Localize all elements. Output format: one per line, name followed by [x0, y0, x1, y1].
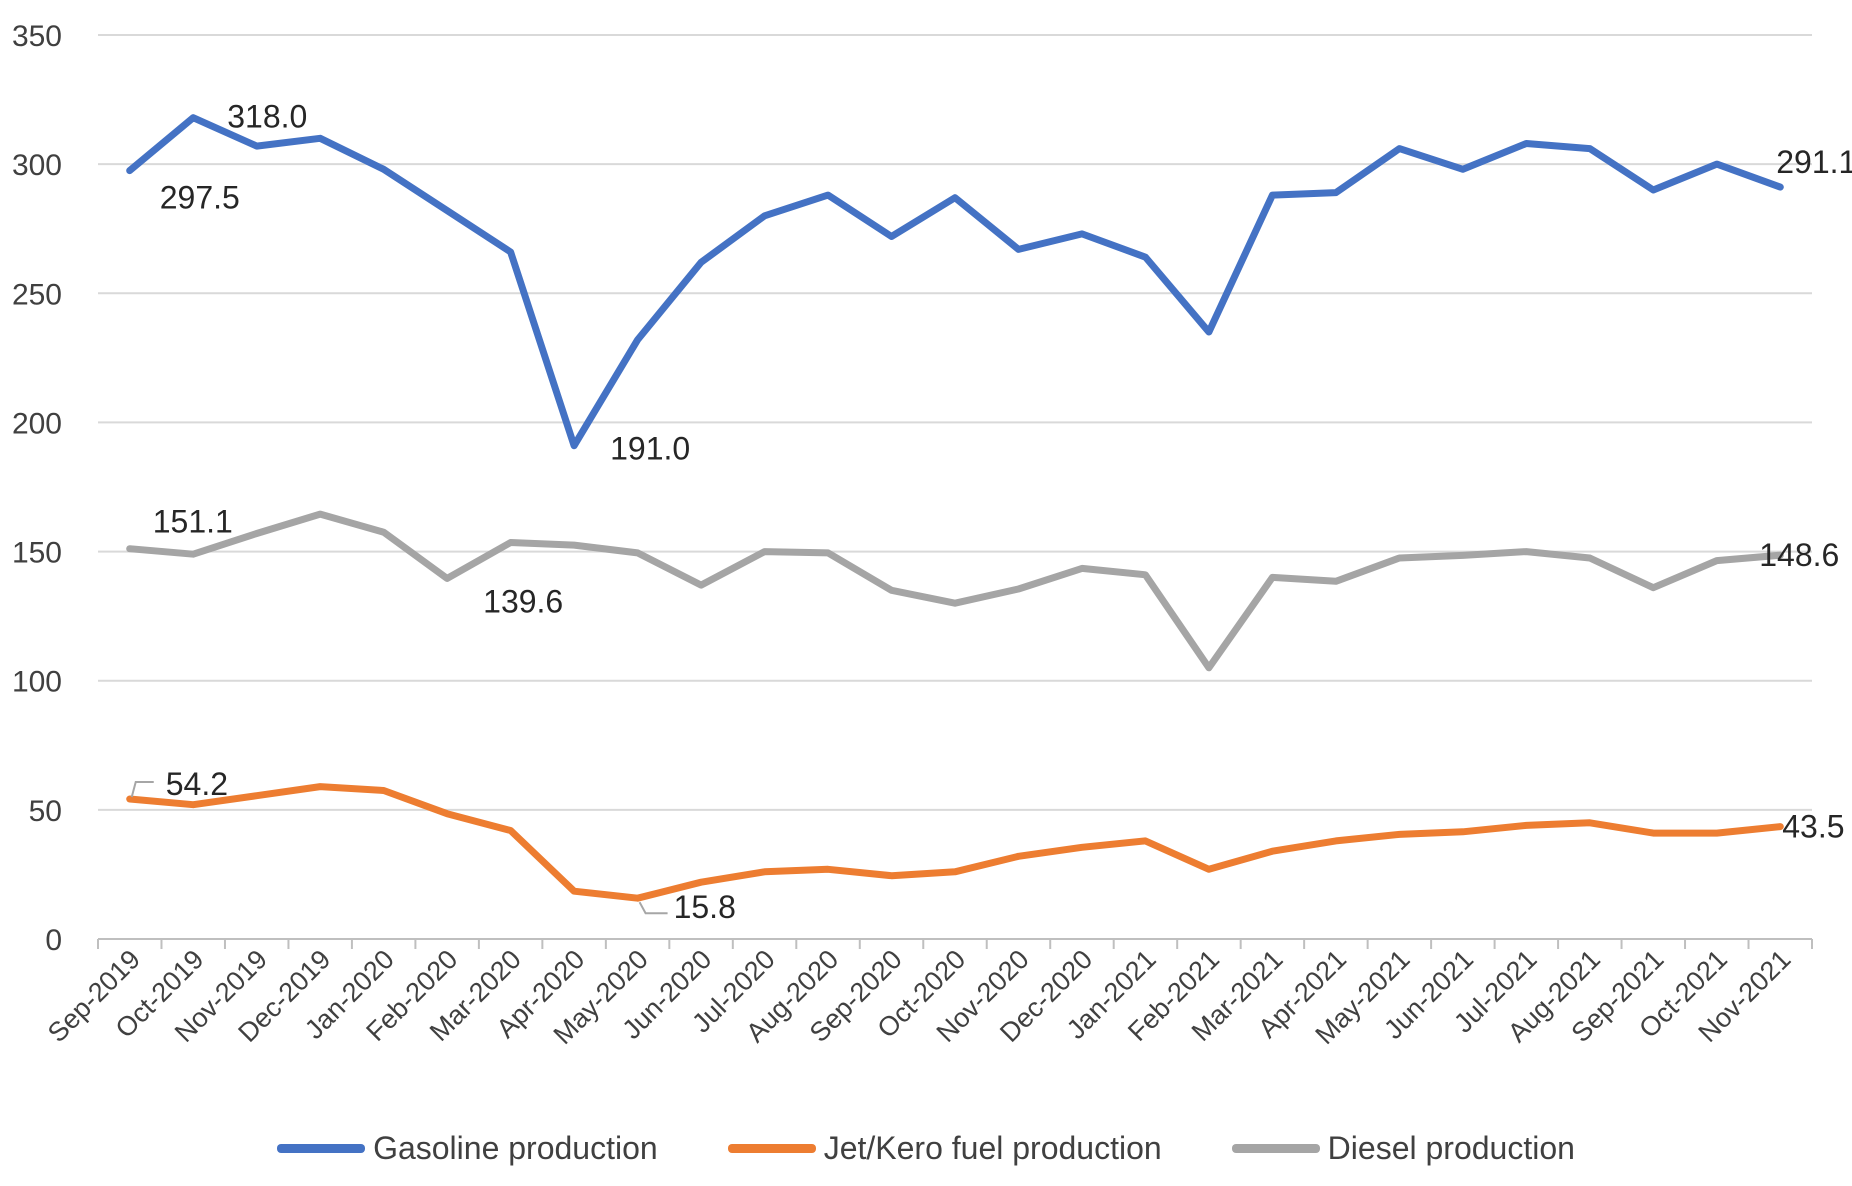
data-label: 15.8 — [674, 889, 736, 925]
legend-swatch — [1231, 1143, 1320, 1153]
legend-item: Jet/Kero fuel production — [727, 1129, 1162, 1167]
data-label: 151.1 — [153, 504, 233, 540]
y-tick-label: 300 — [12, 149, 62, 182]
y-tick-label: 250 — [12, 278, 62, 311]
legend: Gasoline production Jet/Kero fuel product… — [0, 1120, 1852, 1176]
y-tick-label: 150 — [12, 537, 62, 570]
data-label: 318.0 — [227, 99, 307, 135]
legend-swatch — [277, 1143, 366, 1153]
legend-item: Diesel production — [1231, 1129, 1575, 1167]
y-tick-label: 50 — [29, 795, 62, 828]
y-tick-label: 350 — [12, 20, 62, 53]
series-line-2 — [126, 510, 1784, 672]
legend-item: Gasoline production — [277, 1130, 658, 1167]
legend-label: Jet/Kero fuel production — [823, 1129, 1162, 1166]
legend-label: Diesel production — [1327, 1129, 1575, 1166]
y-tick-label: 100 — [12, 666, 62, 699]
gridlines — [98, 34, 1812, 940]
data-label: 297.5 — [160, 180, 240, 216]
y-tick-label: 0 — [45, 924, 62, 957]
data-label: 54.2 — [166, 766, 228, 802]
series-line-0 — [126, 114, 1784, 450]
data-label: 191.0 — [610, 431, 690, 467]
y-tick-label: 200 — [12, 407, 62, 440]
data-label: 43.5 — [1782, 809, 1844, 845]
label-leader-lines — [130, 781, 668, 915]
legend-label: Gasoline production — [373, 1129, 658, 1166]
data-label: 148.6 — [1759, 537, 1839, 573]
series-line-1 — [126, 783, 1784, 902]
data-label: 139.6 — [483, 583, 563, 619]
x-axis: Sep-2019Oct-2019Nov-2019Dec-2019Jan-2020… — [42, 938, 1813, 1050]
leader-line — [638, 901, 668, 915]
series-lines — [126, 114, 1784, 902]
y-axis-ticks: 0 50 100 150 200 250 300 350 — [12, 20, 62, 957]
leader-line — [130, 781, 154, 798]
data-labels: 297.5 318.0 191.0 291.1 54.2 15.8 43.5 151.1 139… — [153, 99, 1852, 926]
legend-swatch — [727, 1143, 816, 1153]
data-label: 291.1 — [1776, 144, 1852, 180]
line-chart: 0 50 100 150 200 250 300 350 Sep-2019Oct-2019No… — [12, 20, 1852, 1050]
